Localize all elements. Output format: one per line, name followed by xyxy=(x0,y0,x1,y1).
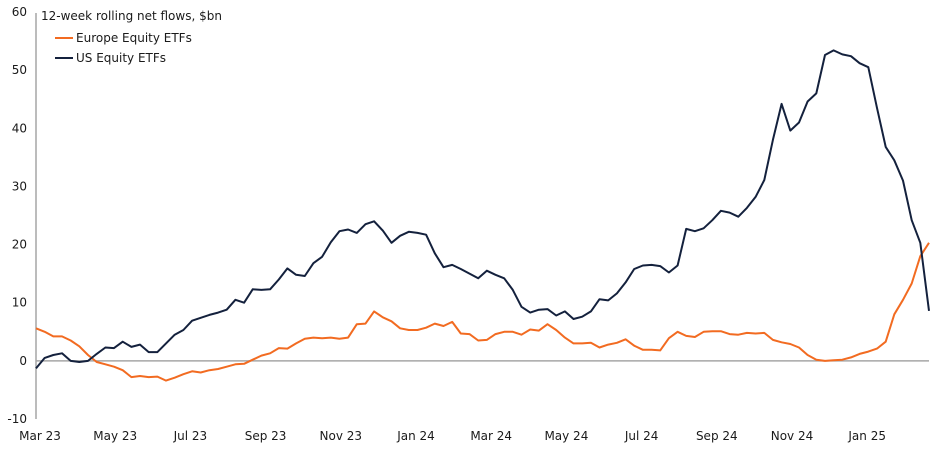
y-tick-label: -10 xyxy=(7,412,27,426)
series-line-europe xyxy=(35,242,930,382)
x-tick-label: May 24 xyxy=(544,429,588,443)
x-tick-label: Jan 24 xyxy=(396,429,435,443)
series-line-us xyxy=(35,49,930,370)
y-tick-label: 10 xyxy=(12,296,27,310)
y-tick-label: 50 xyxy=(12,63,27,77)
x-tick-label: Sep 23 xyxy=(245,429,287,443)
x-tick-label: Mar 23 xyxy=(19,429,61,443)
y-tick-label: 30 xyxy=(12,179,27,193)
y-tick-label: 40 xyxy=(12,121,27,135)
chart-title: 12-week rolling net flows, $bn xyxy=(41,9,222,23)
x-tick-label: Jul 23 xyxy=(173,429,208,443)
x-tick-label: Jan 25 xyxy=(847,429,886,443)
y-tick-label: 20 xyxy=(12,238,27,252)
y-tick-label: 60 xyxy=(12,5,27,19)
legend-label-europe: Europe Equity ETFs xyxy=(76,31,192,45)
x-tick-label: May 23 xyxy=(93,429,137,443)
x-tick-label: Nov 24 xyxy=(771,429,814,443)
legend-label-us: US Equity ETFs xyxy=(76,51,166,65)
x-tick-label: Jul 24 xyxy=(624,429,659,443)
x-tick-label: Nov 23 xyxy=(320,429,363,443)
x-tick-label: Sep 24 xyxy=(696,429,738,443)
legend: 12-week rolling net flows, $bn Europe Eq… xyxy=(41,9,222,65)
plot-lines xyxy=(35,49,930,382)
x-tick-label: Mar 24 xyxy=(470,429,512,443)
y-tick-label: 0 xyxy=(19,354,27,368)
x-axis: Mar 23 May 23 Jul 23 Sep 23 Nov 23 Jan 24 Mar … xyxy=(19,360,929,443)
y-axis: 60 50 40 30 20 10 0 -10 xyxy=(7,5,37,426)
